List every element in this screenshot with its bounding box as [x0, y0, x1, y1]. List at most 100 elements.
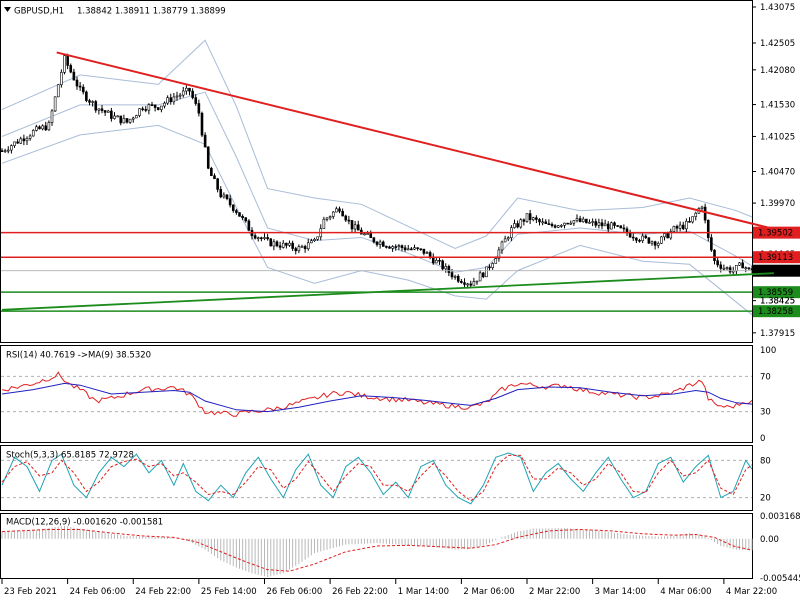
- candle-bull: [288, 242, 291, 246]
- candle-bull: [694, 212, 698, 217]
- candle-bull: [328, 216, 332, 219]
- time-tick-label: 24 Feb 06:00: [70, 587, 126, 597]
- candle-bear: [66, 55, 69, 66]
- candle-bull: [569, 222, 573, 225]
- bollinger-bands: [1, 39, 753, 316]
- candle-bear: [153, 104, 157, 108]
- candle-bull: [735, 264, 738, 272]
- candle-bear: [200, 112, 204, 136]
- symbol-label: GBPUSD,H1: [14, 7, 64, 17]
- candle-bear: [644, 235, 648, 239]
- candle-bear: [94, 101, 98, 111]
- candle-bear: [522, 219, 526, 222]
- candle-bull: [13, 141, 16, 146]
- candle-bull: [256, 237, 260, 240]
- candle-bear: [350, 220, 354, 230]
- candle-bear: [666, 233, 669, 239]
- candle-bear: [347, 219, 351, 222]
- stoch-tick-label: 20: [760, 494, 771, 504]
- candle-bear: [341, 210, 344, 217]
- triangle-down-icon[interactable]: [4, 7, 11, 12]
- candle-bear: [69, 65, 73, 73]
- stoch-signal-line: [1, 454, 753, 502]
- candle-bear: [388, 246, 391, 249]
- time-axis: 23 Feb 2021 24 Feb 06:00 24 Feb 22:00 25 Fe…: [1, 579, 777, 597]
- candle-bull: [3, 150, 7, 153]
- candle-bull: [25, 138, 29, 142]
- candle-bull: [466, 283, 469, 286]
- candle-bear: [544, 221, 548, 224]
- candle-bear: [447, 266, 451, 273]
- candle-bear: [728, 267, 732, 273]
- price-tick-label: 1.41025: [760, 132, 795, 142]
- candle-bear: [231, 204, 235, 211]
- candle-bear: [422, 248, 426, 254]
- candle-bear: [206, 146, 210, 169]
- candle-bull: [575, 218, 579, 221]
- price-tick-label: 1.42505: [760, 39, 795, 49]
- candle-bull: [672, 226, 676, 232]
- time-tick-label: 3 Mar 14:00: [595, 587, 646, 597]
- candle-bear: [247, 220, 251, 231]
- candle-bear: [241, 216, 244, 218]
- candle-bull: [272, 241, 276, 247]
- candle-bear: [441, 260, 444, 270]
- candle-bull: [494, 258, 498, 264]
- candle-bear: [338, 208, 341, 212]
- candle-bear: [22, 138, 26, 142]
- bollinger-upper-line: [1, 39, 753, 250]
- candle-bear: [585, 218, 588, 224]
- resistance-trendline[interactable]: [56, 51, 775, 230]
- current-price-label: 1.38899: [758, 267, 793, 277]
- candle-bear: [235, 210, 238, 213]
- price-tick-label: 1.39970: [760, 199, 795, 209]
- candle-bear: [600, 222, 604, 227]
- candle-bull: [185, 87, 188, 92]
- rsi-indicator: 100 70 30 0: [1, 346, 776, 444]
- ohlc-values: 1.38842 1.38911 1.38779 1.38899: [77, 7, 226, 17]
- candle-bear: [450, 272, 454, 278]
- candle-bear: [741, 262, 744, 269]
- candle-bull: [331, 211, 335, 217]
- stoch-tick-label: 80: [760, 456, 771, 466]
- candle-bull: [166, 97, 169, 104]
- candle-bull: [322, 218, 326, 229]
- candle-bear: [706, 219, 710, 238]
- price-tick-label: 1.40470: [760, 168, 795, 178]
- candle-bear: [550, 223, 554, 227]
- candle-bull: [738, 262, 741, 266]
- candle-bear: [144, 109, 148, 111]
- trendlines[interactable]: [1, 51, 775, 311]
- candle-bull: [478, 272, 482, 282]
- candle-bear: [85, 91, 88, 101]
- candle-bear: [266, 237, 269, 240]
- candle-bear: [303, 246, 307, 250]
- candle-bear: [203, 134, 207, 148]
- candle-bear: [410, 248, 413, 251]
- candle-bear: [713, 249, 716, 261]
- rsi-tick-label: 100: [760, 346, 776, 356]
- macd-signal-line: [1, 528, 753, 572]
- candle-bull: [513, 223, 516, 228]
- candle-bear: [463, 282, 466, 285]
- candle-bear: [481, 272, 485, 278]
- candle-bull: [297, 246, 301, 252]
- candle-bear: [703, 206, 707, 221]
- candle-bear: [156, 107, 160, 110]
- candle-bull: [135, 115, 138, 119]
- candle-bear: [197, 103, 201, 114]
- candle-bull: [453, 275, 457, 278]
- support-trendline[interactable]: [1, 272, 774, 311]
- candle-bull: [31, 130, 35, 137]
- candle-bull: [563, 222, 566, 226]
- rsi-ma-line: [1, 382, 753, 413]
- candle-bear: [566, 222, 569, 225]
- candle-bull: [588, 221, 591, 224]
- candle-bear: [710, 237, 713, 251]
- candle-bear: [675, 226, 679, 229]
- rsi-tick-label: 30: [760, 408, 771, 418]
- candle-bull: [485, 266, 488, 278]
- candle-bear: [16, 141, 19, 144]
- candle-bull: [691, 216, 694, 223]
